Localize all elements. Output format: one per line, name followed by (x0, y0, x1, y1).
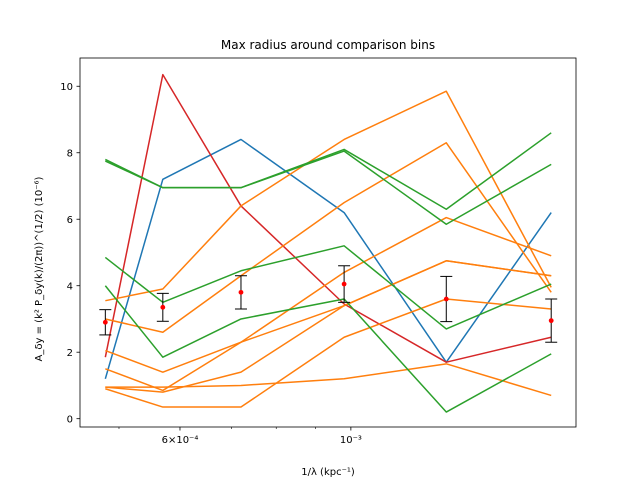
series-line-11 (104, 150, 552, 225)
mean-points (102, 281, 554, 325)
series-lines (104, 73, 552, 413)
mean-point-1 (102, 319, 108, 325)
series-line-4 (105, 298, 552, 408)
series-line-12 (104, 245, 552, 330)
series-line-6 (105, 216, 552, 392)
series-line-1 (104, 138, 552, 380)
y-tick-label-10: 10 (60, 82, 73, 93)
y-tick-label-6: 6 (67, 215, 73, 226)
series-line-7 (105, 260, 552, 373)
y-axis-label: A_δy = (k² P_δy(k)/(2π))^(1/2) (10⁻⁶) (34, 176, 45, 361)
plot-frame (79, 57, 577, 428)
mean-point-3 (238, 289, 244, 295)
chart-title: Max radius around comparison bins (221, 38, 435, 52)
y-tick-label-8: 8 (67, 148, 73, 159)
series-line-13 (104, 285, 552, 413)
axis-ticks (76, 85, 352, 431)
y-tick-label-4: 4 (67, 281, 73, 292)
y-tick-label-0: 0 (67, 414, 73, 425)
x-tick-labels: 6×10⁻⁴ 10⁻³ (162, 435, 362, 446)
mean-point-6 (548, 318, 554, 324)
mean-point-2 (160, 304, 166, 310)
series-line-8 (105, 90, 552, 302)
mean-point-4 (341, 281, 347, 287)
series-line-2 (104, 73, 552, 363)
series-line-9 (105, 142, 552, 334)
mean-point-5 (443, 296, 449, 302)
x-tick-label-2: 10⁻³ (340, 435, 362, 446)
x-axis-label: 1/λ (kpc⁻¹) (301, 467, 355, 478)
x-tick-label-1: 6×10⁻⁴ (162, 435, 199, 446)
y-tick-label-2: 2 (67, 348, 73, 359)
y-tick-labels: 0 2 4 6 8 10 (60, 82, 73, 425)
